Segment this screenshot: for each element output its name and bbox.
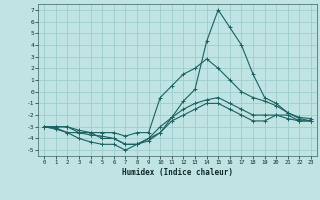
X-axis label: Humidex (Indice chaleur): Humidex (Indice chaleur) — [122, 168, 233, 177]
